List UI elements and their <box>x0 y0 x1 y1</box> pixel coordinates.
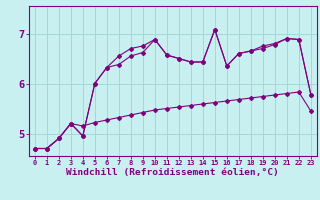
X-axis label: Windchill (Refroidissement éolien,°C): Windchill (Refroidissement éolien,°C) <box>67 168 279 177</box>
